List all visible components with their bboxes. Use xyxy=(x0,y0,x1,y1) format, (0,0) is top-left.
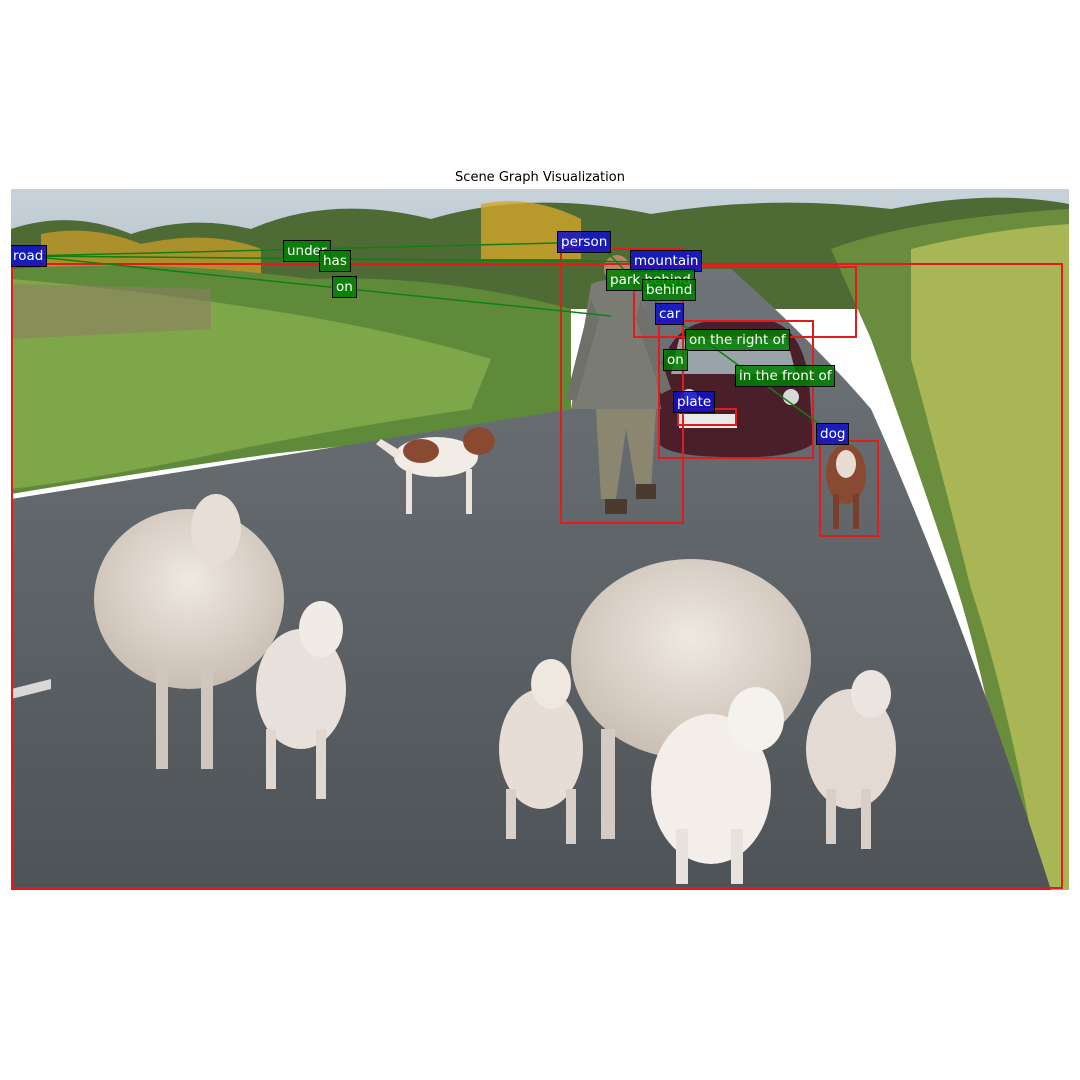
relation-label-behind: behind xyxy=(642,279,697,301)
relation-label-on-the-right-of: on the right of xyxy=(685,329,790,351)
sheep-left-shape xyxy=(94,494,284,769)
bbox-road xyxy=(11,263,1063,889)
lamb-left-shape xyxy=(256,601,346,799)
relation-label-under: under xyxy=(283,240,331,262)
lambs-right-shape xyxy=(499,659,896,884)
dog-middle-shape xyxy=(376,427,495,514)
relation-label-in-the-front-of: in the front of xyxy=(735,365,836,387)
relation-label-on: on xyxy=(332,276,357,298)
figure-title: Scene Graph Visualization xyxy=(455,170,625,185)
object-label-car: car xyxy=(655,303,685,325)
edge-road-on xyxy=(27,255,612,317)
relation-label-on-2: on xyxy=(663,349,688,371)
bounding-boxes xyxy=(11,248,1063,889)
dog-right-shape xyxy=(826,444,866,529)
object-label-person: person xyxy=(557,231,612,253)
scene-photo xyxy=(11,189,1069,890)
photo-canvas: road person mountain car plate dog under… xyxy=(11,189,1069,890)
object-label-road: road xyxy=(11,245,48,267)
object-label-plate: plate xyxy=(673,391,716,413)
object-label-dog: dog xyxy=(816,423,850,445)
relation-label-has: has xyxy=(319,250,351,272)
bbox-car xyxy=(658,320,814,459)
bbox-person xyxy=(560,248,684,524)
